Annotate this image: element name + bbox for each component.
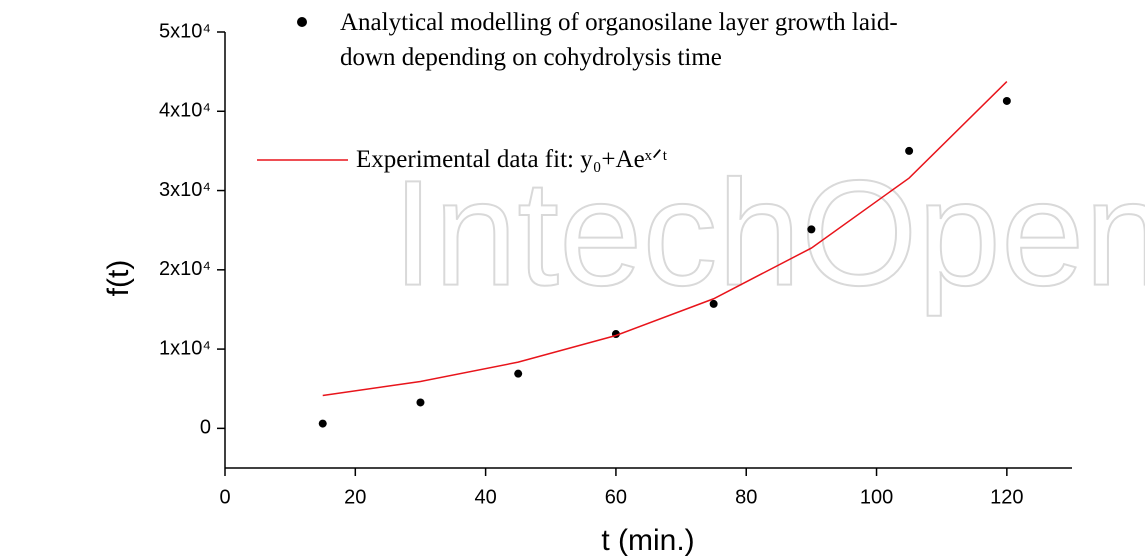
y-axis-label: f(t)	[102, 260, 135, 297]
y-tick-label: 3x10⁴	[159, 179, 211, 201]
data-point	[807, 225, 816, 234]
y-tick-label: 4x10⁴	[159, 100, 211, 122]
x-tick-label: 120	[990, 486, 1023, 508]
y-tick-label: 1x10⁴	[159, 337, 211, 359]
data-point	[416, 398, 425, 407]
x-tick-label: 60	[605, 486, 627, 508]
x-axis-label: t (min.)	[601, 524, 694, 557]
fit-line	[322, 81, 1008, 397]
data-point	[709, 299, 718, 308]
data-point	[318, 419, 327, 428]
legend-entry: Experimental data fit: y₀+Aeˣᐟᵗ	[356, 146, 668, 173]
x-tick-label: 20	[344, 486, 366, 508]
x-tick-label: 40	[474, 486, 496, 508]
data-point	[514, 369, 523, 378]
watermark: IntechOpen	[392, 149, 1145, 317]
y-tick-label: 0	[200, 417, 211, 439]
legend-entry: Analytical modelling of organosilane lay…	[340, 9, 898, 71]
x-tick-label: 100	[860, 486, 893, 508]
data-point	[1002, 96, 1011, 105]
legend-marker	[297, 17, 307, 27]
data-point	[905, 146, 914, 155]
y-tick-label: 5x10⁴	[159, 20, 211, 42]
y-tick-label: 2x10⁴	[159, 258, 211, 280]
x-tick-label: 80	[735, 486, 757, 508]
x-tick-label: 0	[219, 486, 230, 508]
